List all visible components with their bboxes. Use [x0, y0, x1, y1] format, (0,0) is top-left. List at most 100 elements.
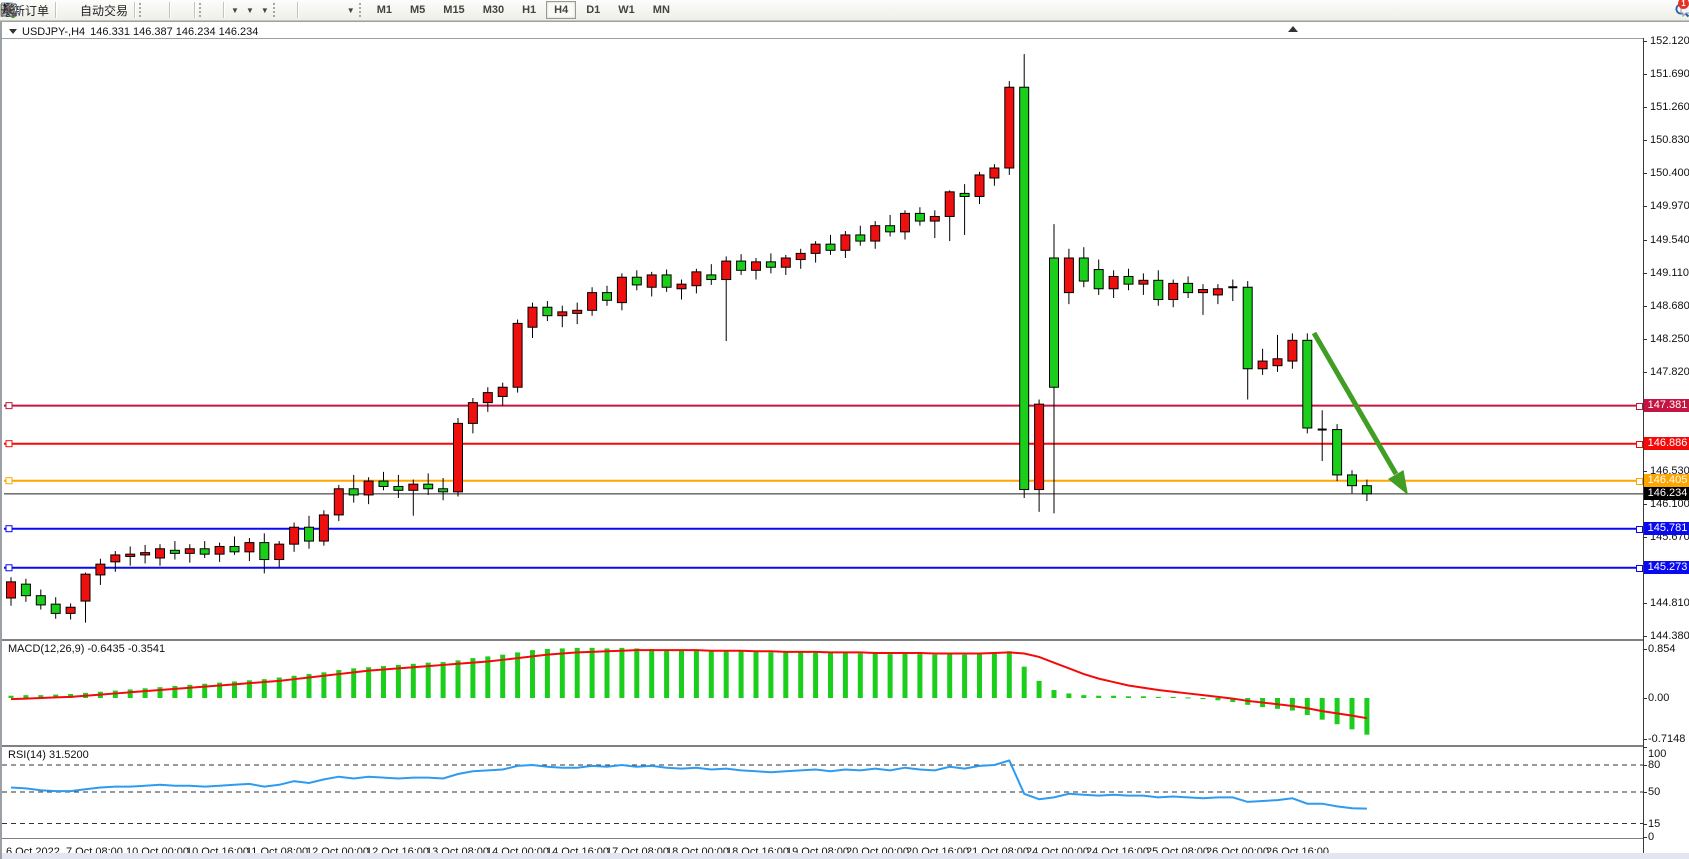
auto-trading-label: 自动交易 — [80, 3, 129, 18]
price-axis-line[interactable] — [1643, 38, 1644, 854]
macd-tick-label: 0.854 — [1648, 643, 1676, 656]
rsi-tick-label: 15 — [1648, 817, 1661, 830]
symbol-dropdown-icon[interactable] — [9, 29, 17, 34]
rsi-tick-mark — [1643, 837, 1647, 838]
macd-bar — [842, 652, 848, 698]
macd-bar — [8, 695, 14, 698]
hline-handle[interactable] — [5, 440, 13, 448]
candle-body — [1332, 429, 1343, 476]
chart-symbol-period: USDJPY-,H4 — [22, 25, 86, 38]
separator — [296, 2, 298, 18]
chart-window: USDJPY-,H4 146.331 146.387 146.234 146.2… — [0, 21, 1689, 859]
period-button-m15[interactable]: M15 — [443, 4, 465, 16]
macd-bar — [232, 681, 237, 698]
period-button-m1[interactable]: M1 — [376, 4, 392, 16]
trend-arrow-line[interactable] — [1311, 331, 1399, 476]
candle-body — [1049, 257, 1059, 388]
pane-divider[interactable] — [2, 745, 1643, 747]
trendline-button[interactable] — [1, 1, 319, 19]
separator — [169, 2, 171, 18]
macd-bar — [515, 652, 521, 698]
macd-bar — [1066, 693, 1072, 698]
candle-body — [542, 306, 553, 317]
new-chart-button[interactable]: ▼ — [1, 1, 242, 19]
macd-bar — [1364, 698, 1370, 735]
candle-body — [512, 322, 523, 388]
pane-divider — [2, 838, 1643, 839]
period-button-h4[interactable]: H4 — [546, 1, 577, 19]
tile-windows-button[interactable] — [1, 1, 191, 19]
price-tick-mark — [1643, 371, 1647, 373]
hline-price-label: 147.381 — [1644, 399, 1689, 413]
macd-bar — [1185, 697, 1191, 699]
macd-bar — [723, 650, 729, 698]
period-button-d1[interactable]: D1 — [586, 4, 601, 16]
period-button-h1[interactable]: H1 — [522, 4, 537, 16]
main-price-pane[interactable] — [2, 38, 1643, 639]
notifications-button[interactable]: 1 — [1678, 0, 1689, 19]
price-tick-label: 148.250 — [1650, 332, 1689, 345]
period-button-m30[interactable]: M30 — [482, 4, 505, 16]
candle-body — [840, 234, 851, 251]
candle-body — [1272, 358, 1283, 367]
candle-body — [199, 548, 210, 555]
macd-tick-label: 0.00 — [1648, 692, 1670, 704]
toolbar-grip[interactable] — [199, 3, 207, 17]
hline-handle[interactable] — [5, 402, 13, 410]
text-icon: A — [3, 3, 13, 18]
dropdown-caret-icon: ▼ — [346, 5, 355, 15]
rsi-tick-label: 80 — [1648, 759, 1661, 771]
price-tick-label: 152.120 — [1650, 35, 1689, 48]
candle-body — [482, 392, 493, 404]
toolbar-grip[interactable] — [358, 3, 367, 17]
chart-ohlc-values: 146.331 146.387 146.234 146.234 — [90, 25, 259, 38]
hline-handle[interactable] — [5, 477, 13, 485]
rsi-tick-mark — [1643, 792, 1647, 793]
hline-price-label: 145.273 — [1644, 561, 1689, 575]
period-button-w1[interactable]: W1 — [618, 4, 635, 16]
toolbar-grip[interactable] — [139, 3, 147, 17]
template-button[interactable]: ▼ — [1, 1, 272, 19]
macd-bar — [455, 660, 461, 698]
auto-trading-button[interactable]: 自动交易 — [0, 1, 131, 19]
candle-body — [214, 545, 225, 555]
chart-shift-button[interactable] — [1, 1, 220, 19]
macd-bar — [217, 682, 223, 698]
candle-body — [661, 274, 672, 288]
period-button-mn[interactable]: MN — [652, 4, 670, 16]
candle-body — [453, 422, 463, 493]
price-tick-mark — [1643, 603, 1647, 605]
price-tick-mark — [1643, 305, 1647, 307]
line-chart-button[interactable] — [1, 1, 166, 19]
price-tick-mark — [1643, 537, 1647, 539]
period-button-m5[interactable]: M5 — [410, 4, 426, 16]
candle-body — [989, 167, 1000, 179]
candle-body — [929, 215, 940, 222]
period-dropdown-button[interactable]: ▼ — [1, 1, 257, 19]
macd-bar — [395, 664, 401, 698]
candle-body — [616, 276, 627, 304]
candle-body — [393, 485, 404, 491]
toolbar-grip[interactable] — [272, 3, 281, 17]
pane-divider[interactable] — [2, 639, 1643, 641]
candle-body — [259, 542, 270, 561]
candle-body — [274, 543, 285, 561]
price-tick-mark — [1643, 140, 1647, 142]
price-tick-mark — [1643, 471, 1647, 473]
price-tick-label: 146.530 — [1650, 465, 1689, 478]
macd-bar — [23, 695, 29, 698]
arrows-button[interactable]: ▼ — [2, 1, 358, 19]
candle-body — [959, 192, 970, 197]
hline-handle[interactable] — [5, 564, 13, 572]
crosshair-button[interactable] — [1, 1, 294, 19]
macd-bar — [127, 689, 133, 698]
candle-body — [1198, 289, 1208, 294]
hline-handle[interactable] — [5, 525, 13, 533]
candle-body — [1123, 275, 1134, 285]
candle-body — [572, 309, 583, 314]
toolbar: 新订单 自动交易 — [0, 0, 1689, 21]
candle-body — [1168, 282, 1179, 301]
candle-body — [810, 243, 821, 254]
trend-arrow-head[interactable] — [1388, 470, 1408, 495]
text-button[interactable]: A — [3, 1, 337, 19]
